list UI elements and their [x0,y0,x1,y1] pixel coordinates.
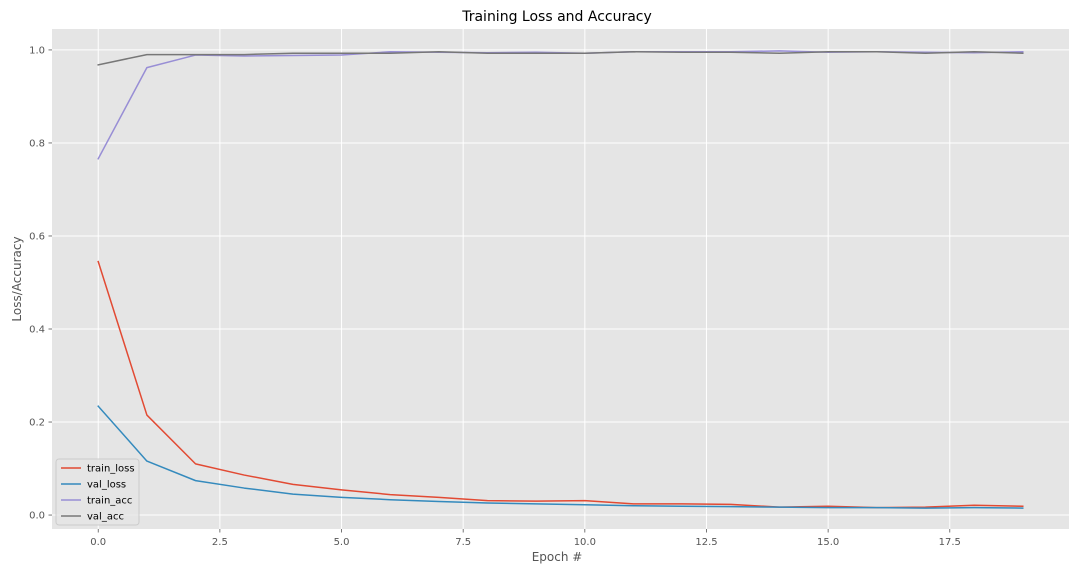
legend-label-val-loss: val_loss [87,480,126,491]
x-tick-label: 2.5 [212,537,228,548]
y-tick-label: 0.8 [29,138,45,149]
y-tick-label: 0.0 [29,511,45,522]
y-tick-label: 1.0 [29,45,45,56]
x-tick-label: 10.0 [574,537,596,548]
series-line-val-acc [97,51,1024,66]
legend-label-train-loss: train_loss [87,464,135,475]
y-tick-label: 0.2 [29,418,45,429]
y-axis-title: Loss/Accuracy [10,236,24,321]
y-tick-label: 0.6 [29,231,45,242]
legend-label-train-acc: train_acc [87,496,132,507]
grid [52,29,1069,529]
legend-box [55,458,140,526]
legend: train_loss val_loss train_acc val_acc [55,458,140,526]
plot-background [52,29,1069,529]
x-tick-label: 0.0 [90,537,106,548]
chart-title: Training Loss and Accuracy [461,9,652,25]
y-axis: 0.0 0.2 0.4 0.6 0.8 1.0 [29,45,52,522]
x-tick-label: 7.5 [455,537,471,548]
y-tick-label: 0.4 [29,325,45,336]
series-lines [97,50,1024,509]
legend-label-val-acc: val_acc [87,512,124,523]
x-axis-title: Epoch # [532,550,583,564]
x-tick-label: 12.5 [695,537,717,548]
x-axis: 0.0 2.5 5.0 7.5 10.0 12.5 15.0 17.5 [90,529,961,548]
x-tick-label: 5.0 [334,537,350,548]
x-tick-label: 17.5 [939,537,961,548]
x-tick-label: 15.0 [817,537,839,548]
series-line-val-loss [97,405,1024,509]
